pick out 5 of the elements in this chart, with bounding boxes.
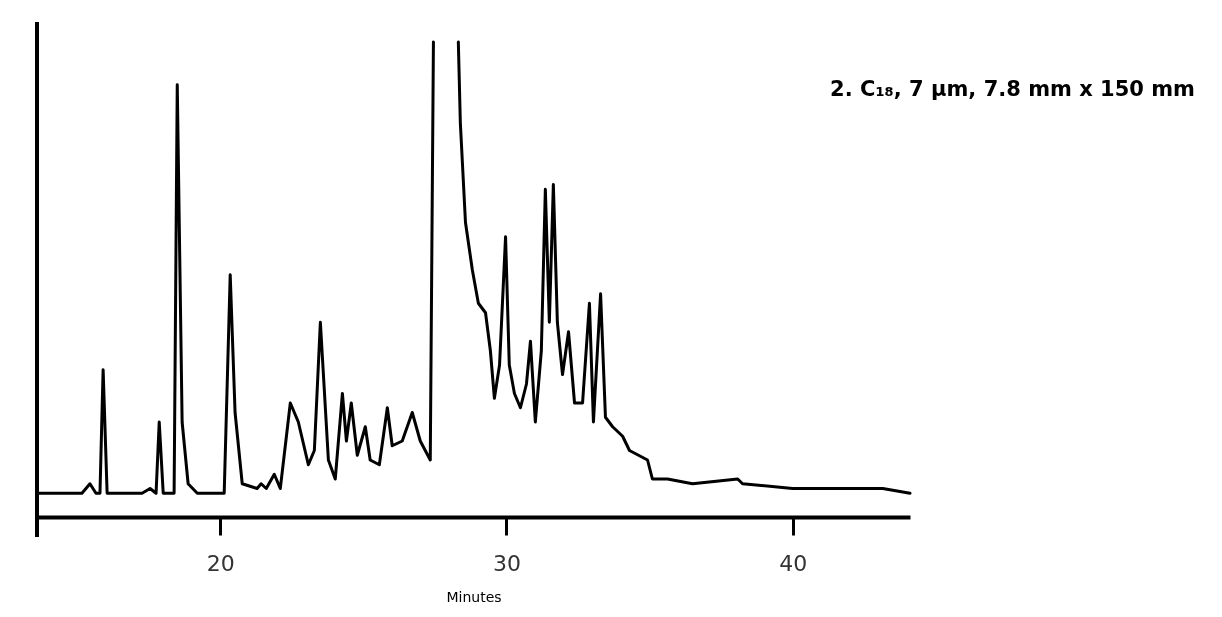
- x-tick-label: 40: [779, 550, 808, 576]
- x-tick-label: 20: [206, 550, 235, 576]
- annotation: 2. C₁₈, 7 µm, 7.8 mm x 150 mm: [830, 77, 1195, 101]
- x-tick-label: 30: [492, 550, 521, 576]
- x-axis-title: Minutes: [446, 588, 502, 605]
